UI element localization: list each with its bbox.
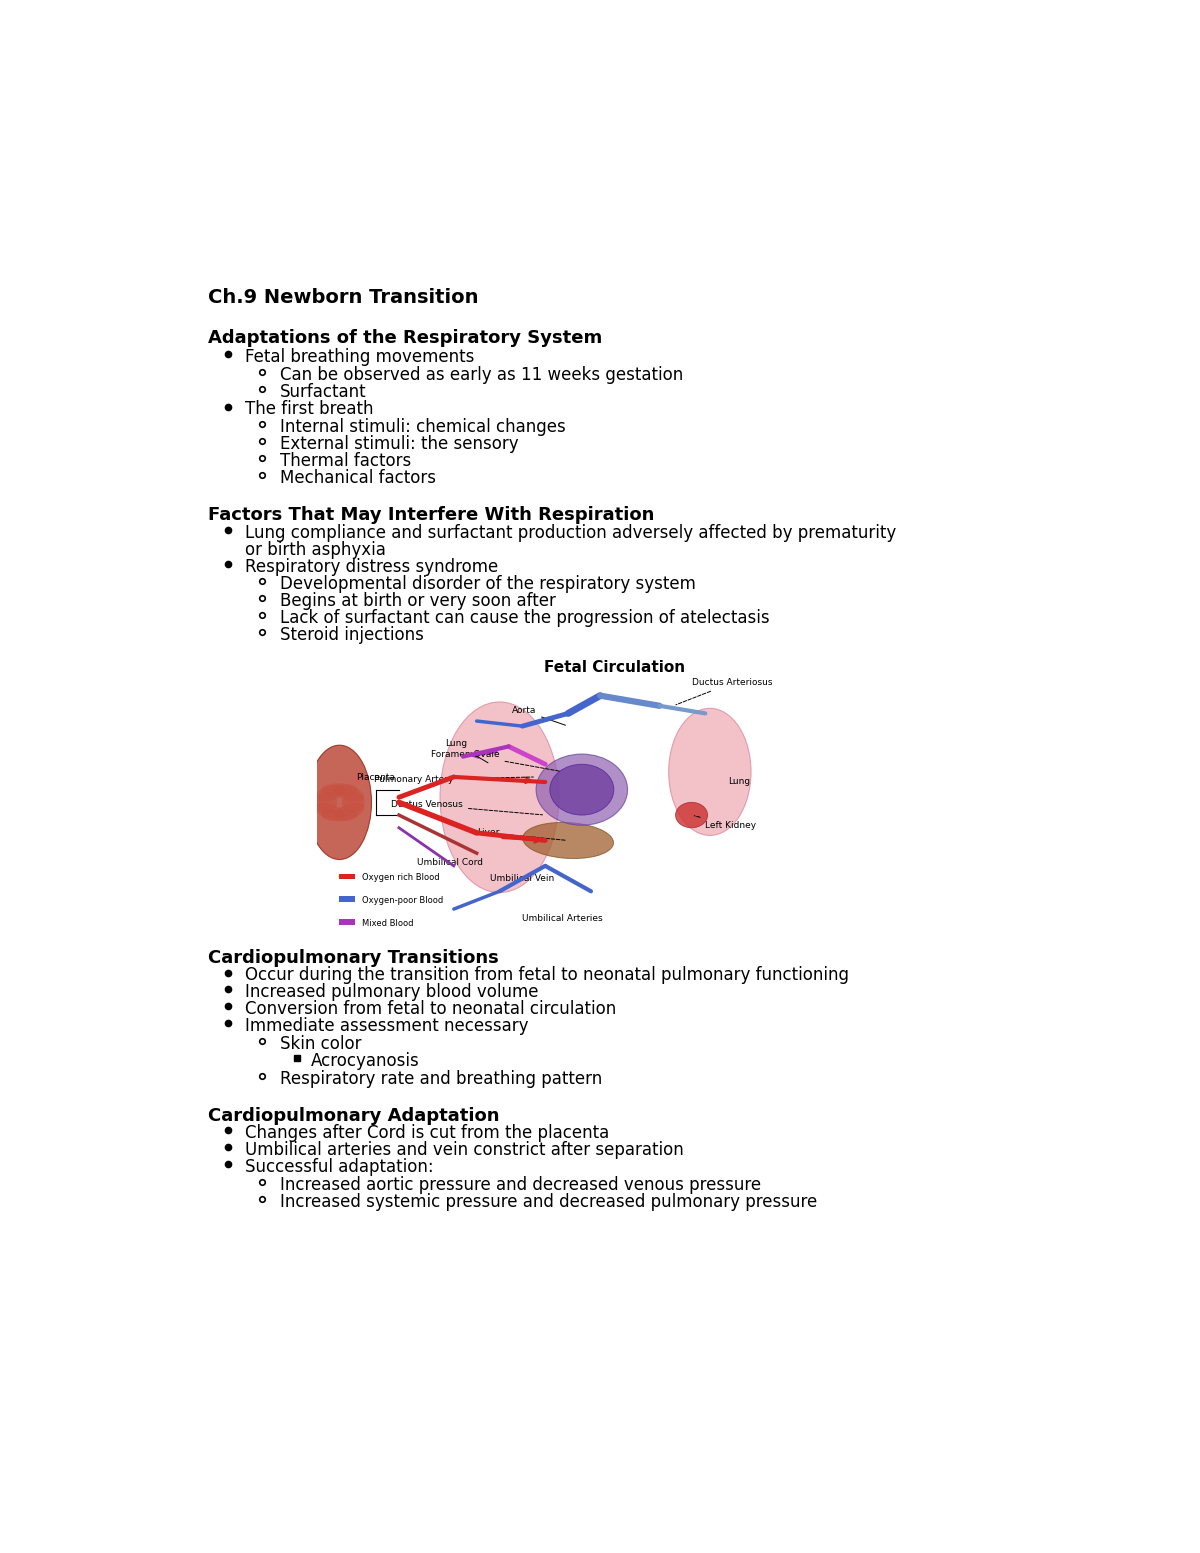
Text: Adaptations of the Respiratory System: Adaptations of the Respiratory System — [208, 329, 602, 346]
Text: Developmental disorder of the respiratory system: Developmental disorder of the respirator… — [281, 575, 696, 593]
Text: Fetal Circulation: Fetal Circulation — [545, 660, 685, 676]
Text: Changes after Cord is cut from the placenta: Changes after Cord is cut from the place… — [245, 1124, 610, 1141]
Text: Respiratory rate and breathing pattern: Respiratory rate and breathing pattern — [281, 1070, 602, 1087]
Text: Cardiopulmonary Adaptation: Cardiopulmonary Adaptation — [208, 1106, 499, 1124]
Text: or birth asphyxia: or birth asphyxia — [245, 540, 386, 559]
Text: Acrocyanosis: Acrocyanosis — [311, 1051, 420, 1070]
Text: Cardiopulmonary Transitions: Cardiopulmonary Transitions — [208, 949, 499, 966]
Text: Increased pulmonary blood volume: Increased pulmonary blood volume — [245, 983, 539, 1002]
Text: Conversion from fetal to neonatal circulation: Conversion from fetal to neonatal circul… — [245, 1000, 617, 1019]
Text: Begins at birth or very soon after: Begins at birth or very soon after — [281, 592, 556, 610]
Text: Occur during the transition from fetal to neonatal pulmonary functioning: Occur during the transition from fetal t… — [245, 966, 850, 985]
Text: Respiratory distress syndrome: Respiratory distress syndrome — [245, 558, 498, 576]
Text: The first breath: The first breath — [245, 401, 374, 418]
Text: Umbilical arteries and vein constrict after separation: Umbilical arteries and vein constrict af… — [245, 1141, 684, 1159]
Text: Mechanical factors: Mechanical factors — [281, 469, 437, 488]
Text: Surfactant: Surfactant — [281, 382, 367, 401]
Text: Can be observed as early as 11 weeks gestation: Can be observed as early as 11 weeks ges… — [281, 367, 684, 384]
Text: Steroid injections: Steroid injections — [281, 626, 424, 644]
Text: Increased systemic pressure and decreased pulmonary pressure: Increased systemic pressure and decrease… — [281, 1193, 817, 1211]
Text: Increased aortic pressure and decreased venous pressure: Increased aortic pressure and decreased … — [281, 1176, 761, 1194]
Text: Skin color: Skin color — [281, 1034, 361, 1053]
Text: Thermal factors: Thermal factors — [281, 452, 412, 471]
Text: Lack of surfactant can cause the progression of atelectasis: Lack of surfactant can cause the progres… — [281, 609, 770, 627]
Text: Immediate assessment necessary: Immediate assessment necessary — [245, 1017, 529, 1036]
Text: Fetal breathing movements: Fetal breathing movements — [245, 348, 475, 367]
Text: Internal stimuli: chemical changes: Internal stimuli: chemical changes — [281, 418, 566, 436]
Text: External stimuli: the sensory: External stimuli: the sensory — [281, 435, 518, 453]
Text: Factors That May Interfere With Respiration: Factors That May Interfere With Respirat… — [208, 506, 654, 523]
Text: Ch.9 Newborn Transition: Ch.9 Newborn Transition — [208, 287, 479, 307]
Text: Successful adaptation:: Successful adaptation: — [245, 1159, 434, 1176]
Text: Lung compliance and surfactant production adversely affected by prematurity: Lung compliance and surfactant productio… — [245, 523, 896, 542]
